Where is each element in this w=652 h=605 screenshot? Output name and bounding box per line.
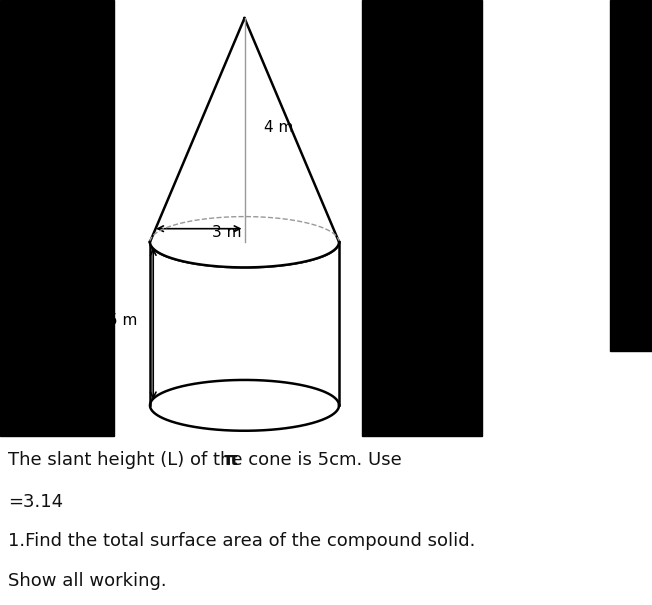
Text: The slant height (L) of the cone is 5cm. Use: The slant height (L) of the cone is 5cm.… [8, 451, 408, 469]
Text: 3 m: 3 m [212, 226, 241, 240]
Bar [610, 0, 652, 351]
Text: 5 m: 5 m [108, 313, 137, 328]
Text: Show all working.: Show all working. [8, 572, 166, 590]
Bar [0, 0, 114, 436]
Bar [362, 0, 482, 436]
Polygon shape [150, 217, 339, 431]
Text: π: π [224, 451, 238, 469]
Text: 1.Find the total surface area of the compound solid.: 1.Find the total surface area of the com… [8, 532, 475, 551]
Text: 4 m: 4 m [264, 120, 293, 134]
Text: =3.14: =3.14 [8, 493, 63, 511]
Polygon shape [150, 18, 339, 267]
